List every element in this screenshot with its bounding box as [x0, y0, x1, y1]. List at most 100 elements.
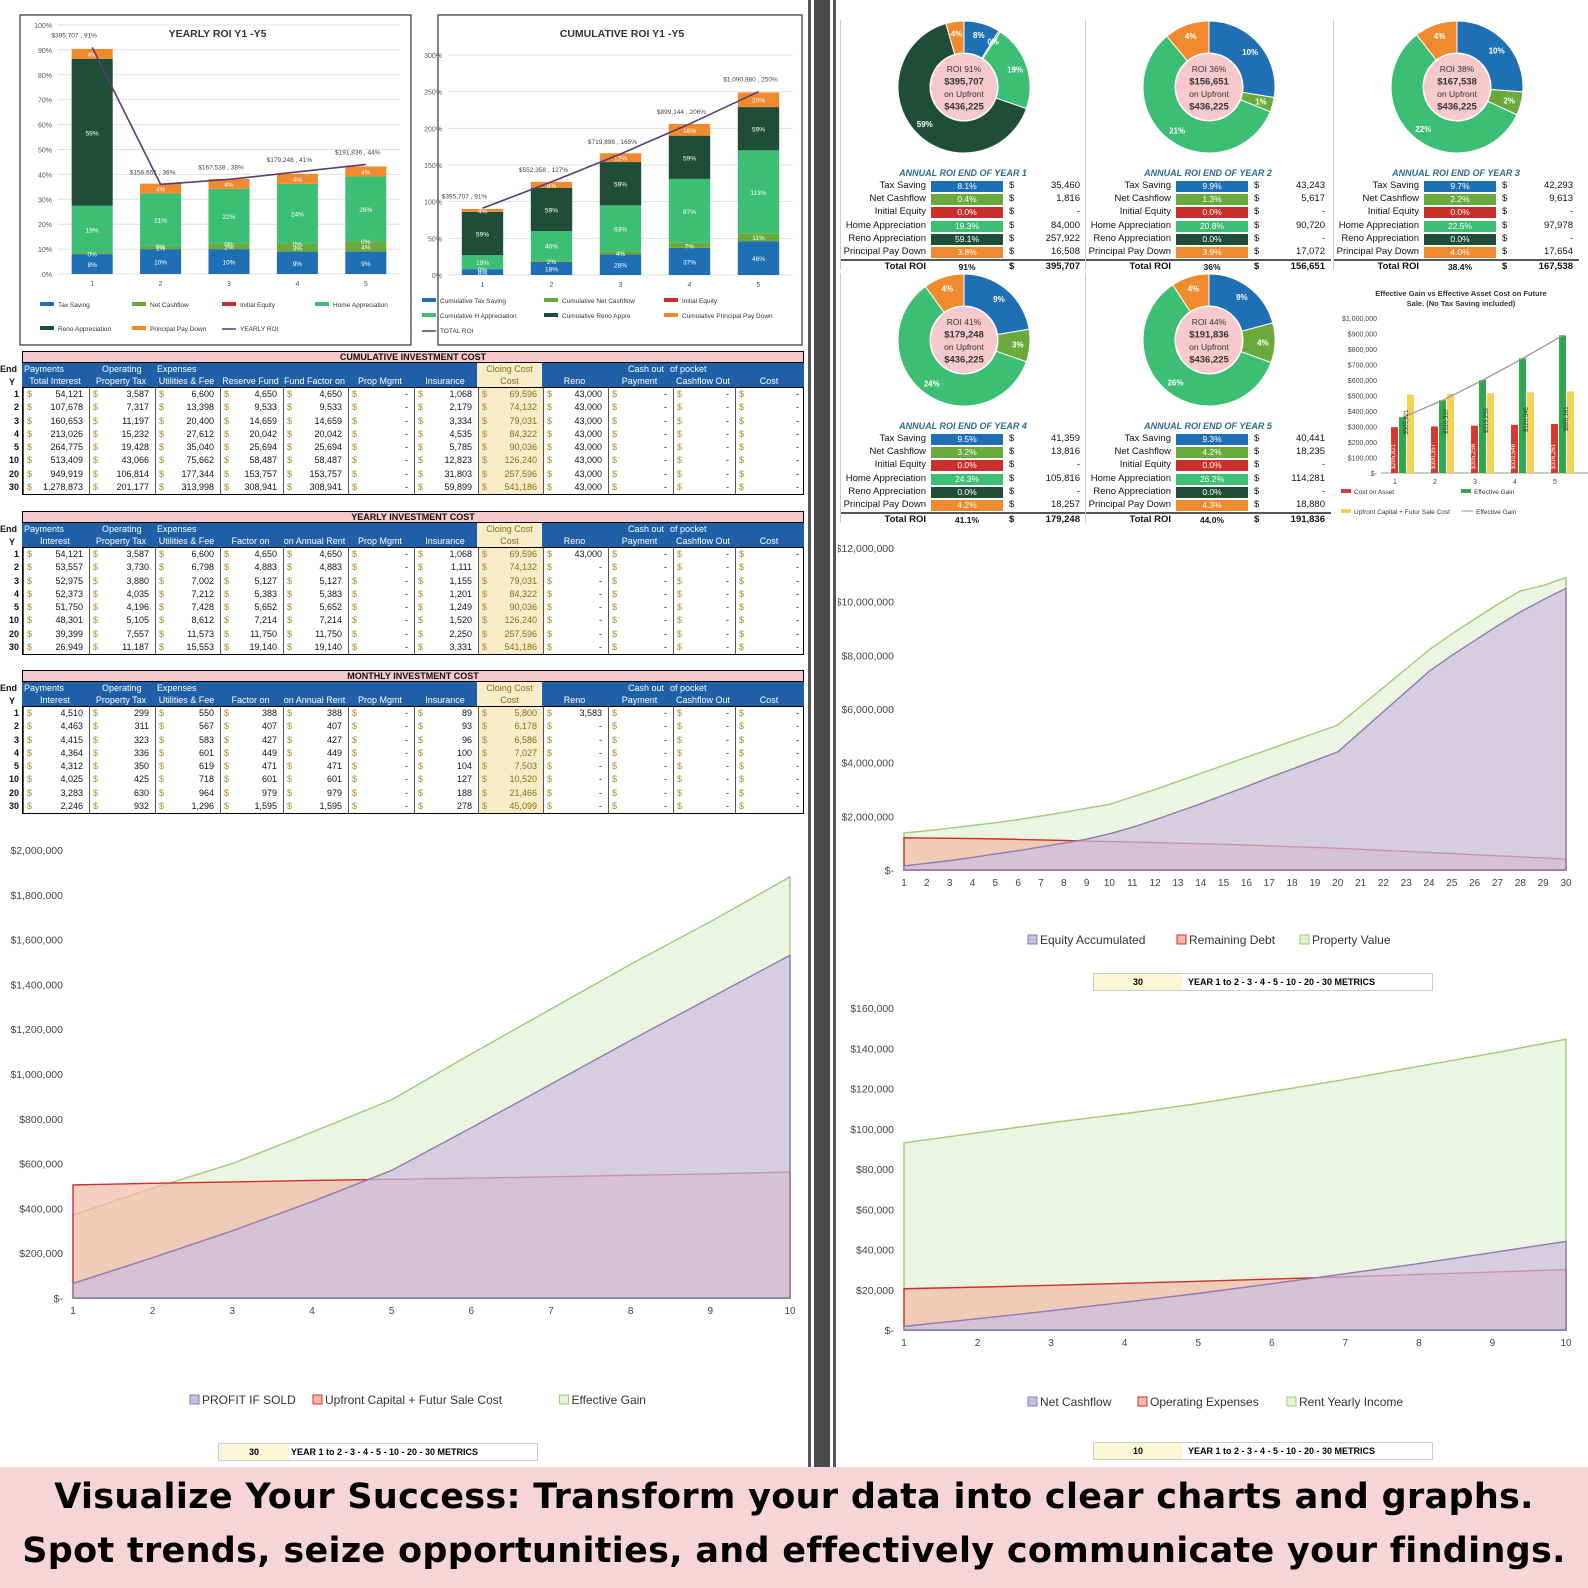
roi-row-value: 42,293 — [1543, 180, 1573, 191]
table-cell: $7,317 — [89, 401, 155, 415]
y-tick-label: $10,000,000 — [838, 597, 894, 609]
header-cell: Cost — [477, 535, 542, 547]
table-cell: $160,653 — [23, 414, 89, 428]
roi-row: Reno Appreciation 0.0% $ - — [1334, 233, 1579, 246]
currency-sign: $ — [547, 562, 553, 573]
currency-sign: $ — [547, 721, 553, 732]
currency-sign: $ — [352, 442, 358, 453]
table-cell: $59,899 — [414, 481, 478, 495]
table-cell: $ - — [735, 733, 805, 747]
roi-row-pct: 1.3% — [1176, 194, 1248, 206]
y-label: Y — [9, 377, 16, 387]
cell-value: 8,612 — [191, 615, 214, 626]
x-tick-label: 4 — [309, 1306, 315, 1317]
years-metric-selector-left[interactable]: 30 YEAR 1 to 2 - 3 - 4 - 5 - 10 - 20 - 3… — [218, 1443, 538, 1461]
table-cell: $257,596 — [478, 627, 543, 642]
y-tick-label: 100% — [424, 200, 442, 207]
bar-segment-tax-saving — [208, 249, 250, 274]
roi-row-pct: 0.0% — [1176, 233, 1248, 245]
cell-value: - — [599, 588, 602, 599]
currency-sign: $ — [1009, 261, 1015, 273]
legend-label: Home Appreciation — [333, 302, 388, 309]
table-cell: $ - — [673, 561, 735, 575]
years-metric-value[interactable]: 10 — [1094, 1443, 1182, 1459]
legend-swatch — [189, 1394, 200, 1405]
cell-value: - — [664, 708, 667, 718]
table-cell: $513,409 — [23, 454, 89, 468]
roi-row-pct: 9.9% — [1176, 181, 1248, 192]
cell-value: 51,750 — [55, 602, 83, 613]
currency-sign: $ — [159, 734, 165, 745]
x-tick-label: 3 — [947, 878, 953, 889]
row-year: 1 — [13, 389, 19, 399]
table-cell: $ - — [608, 561, 673, 575]
roi-row-label: Tax Saving — [1124, 433, 1171, 444]
donut-center-text: $191,836 — [1189, 330, 1229, 341]
cell-value: 1,520 — [449, 615, 472, 626]
table-cell: $3,334 — [414, 414, 478, 428]
header-cell: Utilities & Fee — [158, 376, 215, 386]
x-tick-label: 4 — [1122, 1338, 1128, 1349]
cell-value: 43,000 — [574, 455, 602, 466]
donut-center — [930, 307, 997, 373]
roi-row-pct: 0.0% — [1176, 207, 1248, 219]
legend-label: Cumulative Tax Saving — [440, 298, 506, 305]
header-cell: Factor on — [231, 695, 270, 705]
roi-card-year-1: ROI 91% $395,707 on Upfront $436,225 8% 0% 19%… — [840, 20, 1086, 273]
header-cell: Cash out — [628, 364, 665, 374]
cell-value: 471 — [261, 761, 277, 772]
currency-sign: $ — [27, 774, 33, 785]
currency-sign: $ — [482, 588, 488, 599]
row-year: 10 — [8, 774, 19, 785]
roi-row-label: Tax Saving — [879, 180, 926, 191]
currency-sign: $ — [287, 602, 293, 613]
donut-center — [930, 54, 997, 120]
currency-sign: $ — [27, 562, 33, 573]
table-body: 1 $54,121 $3,587 $6,600 $4,650 $4,650 $ - $1,068… — [9, 387, 804, 496]
bar-segment-home-appreciation — [140, 193, 182, 246]
header-cell: Cost — [759, 536, 779, 546]
y-tick-label: 80% — [38, 73, 52, 80]
y-tick-label: 200% — [424, 126, 442, 133]
currency-sign: $ — [287, 575, 293, 586]
cell-value: 449 — [326, 747, 342, 758]
currency-sign: $ — [224, 482, 230, 493]
years-metric-value[interactable]: 30 — [219, 1444, 289, 1460]
cell-value: 5,383 — [254, 588, 277, 599]
y-tick-label: $500,000 — [1348, 394, 1377, 401]
years-metric-selector-right-bottom[interactable]: 10 YEAR 1 to 2 - 3 - 4 - 5 - 10 - 20 - 3… — [1093, 1442, 1433, 1460]
row-year: 3 — [13, 575, 19, 586]
table-cell: $15,553 — [155, 641, 220, 655]
cell-value: - — [796, 482, 799, 493]
roi-row: Total ROI 36% $156,651 — [1086, 259, 1331, 272]
segment-label: 26% — [359, 207, 372, 214]
bar-segment-cumulative-principal-pay-down — [668, 123, 711, 136]
donut-center-text: $167,538 — [1437, 77, 1477, 88]
cell-value: - — [726, 774, 729, 785]
currency-sign: $ — [482, 747, 488, 758]
donut-slice-home — [1142, 35, 1271, 154]
table-cell: $79,031 — [478, 574, 543, 588]
y-tick-label: 50% — [428, 236, 442, 243]
roi-card-title: ANNUAL ROI END OF YEAR 5 — [1144, 421, 1272, 431]
years-metric-value[interactable]: 30 — [1094, 974, 1182, 990]
currency-sign: $ — [352, 575, 358, 586]
legend-label: Effective Gain — [572, 1393, 646, 1407]
table-cell: $ - — [608, 786, 673, 801]
cell-value: - — [726, 428, 729, 439]
legend-swatch — [132, 326, 146, 330]
years-metric-selector-right-top[interactable]: 30 YEAR 1 to 2 - 3 - 4 - 5 - 10 - 20 - 3… — [1093, 973, 1433, 991]
cell-value: - — [796, 642, 799, 653]
cell-value: 278 — [456, 801, 472, 812]
header-cell: Reno — [563, 536, 586, 546]
table-cell: $ - — [735, 614, 805, 628]
table-cell: $ - — [608, 746, 673, 761]
table-cell: $4,650 — [283, 548, 348, 562]
header-cell: Prop Mgmt — [357, 536, 402, 546]
cell-value: 177,344 — [181, 468, 214, 479]
x-tick-label: 7 — [1038, 878, 1044, 889]
table-cell: $264,775 — [23, 441, 89, 455]
currency-sign: $ — [287, 747, 293, 758]
currency-sign: $ — [224, 721, 230, 732]
roi-row-value: 40,441 — [1295, 433, 1325, 444]
